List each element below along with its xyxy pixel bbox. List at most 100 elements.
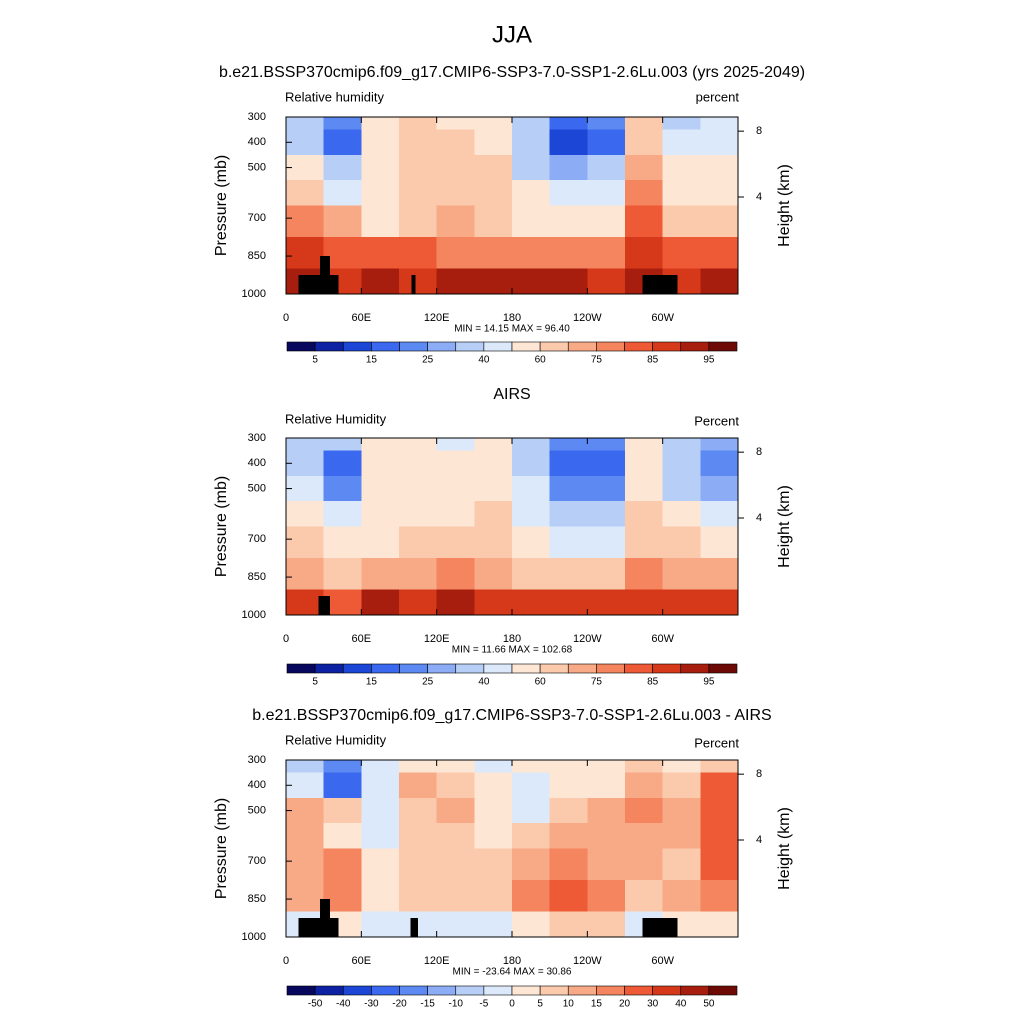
x-tick-label: 120E <box>424 633 450 645</box>
contour-cell <box>474 205 513 238</box>
contour-cell <box>436 450 475 477</box>
contour-cell <box>549 180 588 206</box>
contour-cell <box>474 268 513 295</box>
contour-cell <box>323 154 362 181</box>
colorbar-label: 20 <box>619 999 631 1010</box>
y-tick-label: 1000 <box>242 609 266 621</box>
contour-cell <box>549 237 588 270</box>
contour-cell <box>399 526 438 559</box>
contour-cell <box>436 117 475 131</box>
y-tick-label: 300 <box>248 111 266 123</box>
contour-cell <box>474 797 513 824</box>
contour-cell <box>700 237 739 270</box>
colorbar-box <box>483 341 513 352</box>
contour-cell <box>436 129 475 156</box>
contour-cell <box>549 823 588 849</box>
contour-cell <box>399 268 438 295</box>
terrain <box>410 918 418 937</box>
x-tick-label: 60E <box>352 312 372 324</box>
colorbar-label: -30 <box>364 999 379 1010</box>
contour-cell <box>399 450 438 477</box>
contour-cell <box>549 911 588 938</box>
contour-cell <box>549 450 588 477</box>
contour-cell <box>399 797 438 824</box>
terrain <box>298 275 339 294</box>
x-tick-label: 120W <box>573 633 602 645</box>
contour-cell <box>361 237 400 270</box>
contour-cell <box>549 475 588 502</box>
colorbar-label: 75 <box>591 677 603 688</box>
contour-cell <box>587 911 626 938</box>
contour-cell <box>549 129 588 156</box>
colorbar-box <box>342 985 372 996</box>
colorbar-box <box>314 341 344 352</box>
contour-cell <box>512 475 551 502</box>
x-tick-label: 0 <box>283 312 289 324</box>
terrain <box>318 596 330 615</box>
contour-cell <box>662 180 701 206</box>
contour-cell <box>662 154 701 181</box>
contour-cell <box>625 797 664 824</box>
contour-cell <box>549 526 588 559</box>
contour-cell <box>512 760 551 774</box>
colorbar-box <box>539 341 569 352</box>
contour-cell <box>549 501 588 527</box>
contour-cell <box>700 475 739 502</box>
colorbar-box <box>399 663 428 674</box>
x-tick-label: 120E <box>424 955 450 967</box>
x-tick-label: 0 <box>283 955 289 967</box>
y-tick-label: 700 <box>248 533 266 545</box>
contour-cell <box>512 117 551 131</box>
contour-cell <box>286 117 325 131</box>
colorbar-box <box>624 663 653 674</box>
contour-cell <box>474 558 513 591</box>
y2-tick-label: 4 <box>756 512 762 524</box>
contour-cell <box>361 475 400 502</box>
contour-cell <box>286 880 325 913</box>
contour-cell <box>700 268 739 295</box>
contour-cell <box>361 558 400 591</box>
contour-cell <box>549 154 588 181</box>
contour-cell <box>587 154 626 181</box>
contour-cell <box>625 558 664 591</box>
colorbar-box <box>511 663 541 674</box>
contour-cell <box>474 880 513 913</box>
x-tick-label: 120W <box>573 955 602 967</box>
left-string: Relative Humidity <box>285 732 387 747</box>
y2-tick-label: 8 <box>756 768 762 780</box>
colorbar-box <box>455 985 485 996</box>
colorbar-label: 30 <box>647 999 659 1010</box>
x-tick-label: 180 <box>503 955 521 967</box>
contour-cell <box>512 268 551 295</box>
y-tick-label: 700 <box>248 855 266 867</box>
contour-cell <box>662 205 701 238</box>
contour-cell <box>512 237 551 270</box>
contour-cell <box>361 154 400 181</box>
contour-cell <box>549 268 588 295</box>
contour-cell <box>474 526 513 559</box>
x-tick-label: 180 <box>503 633 521 645</box>
colorbar-box <box>427 341 457 352</box>
contour-cell <box>625 772 664 799</box>
contour-cell <box>587 501 626 527</box>
contour-cell <box>361 450 400 477</box>
contour-cell <box>700 558 739 591</box>
contour-cell <box>587 558 626 591</box>
colorbar-label: 10 <box>563 999 575 1010</box>
y-tick-label: 300 <box>248 432 266 444</box>
y-tick-label: 500 <box>248 804 266 816</box>
contour-cell <box>512 848 551 881</box>
colorbar-box <box>652 663 682 674</box>
contour-cell <box>662 438 701 452</box>
colorbar-label: -15 <box>420 999 435 1010</box>
contour-cell <box>700 823 739 849</box>
colorbar-box <box>399 985 428 996</box>
contour-cell <box>436 760 475 774</box>
colorbar-label: -10 <box>449 999 464 1010</box>
contour-cell <box>399 558 438 591</box>
contour-cell <box>625 526 664 559</box>
contour-cell <box>700 526 739 559</box>
contour-cell <box>549 117 588 131</box>
contour-cell <box>512 180 551 206</box>
colorbar-box <box>624 985 653 996</box>
